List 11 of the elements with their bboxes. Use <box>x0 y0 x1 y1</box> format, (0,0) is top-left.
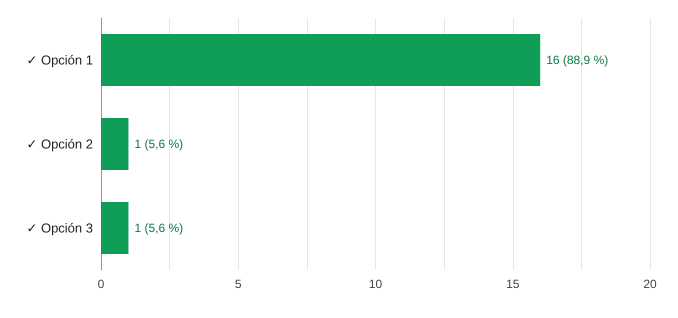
x-tick-label: 5 <box>234 277 242 291</box>
y-tick-label: ✓ Opción 2 <box>26 136 93 152</box>
x-tick-label: 20 <box>643 277 657 291</box>
y-tick-label: ✓ Opción 3 <box>26 220 93 236</box>
x-tick-label: 10 <box>368 277 382 291</box>
x-tick-label: 0 <box>98 277 105 291</box>
data-label: 16 (88,9 %) <box>546 53 608 67</box>
data-label: 1 (5,6 %) <box>134 137 184 151</box>
x-tick-label: 15 <box>506 277 520 291</box>
data-label: 1 (5,6 %) <box>134 221 184 235</box>
y-tick-label: ✓ Opción 1 <box>26 52 93 68</box>
